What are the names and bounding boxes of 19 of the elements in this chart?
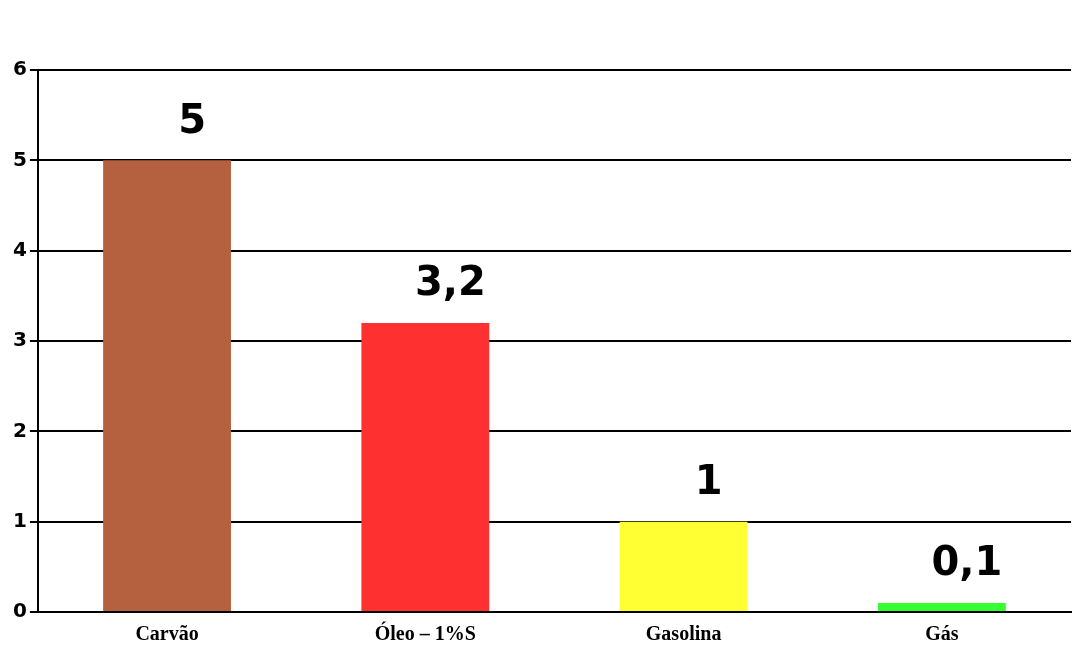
bar <box>361 322 490 611</box>
y-tick-label: 0 <box>12 598 27 623</box>
x-tick-label: Óleo – 1%S <box>374 621 476 645</box>
x-tick-label: Carvão <box>135 622 199 645</box>
bar <box>877 602 1006 611</box>
data-label: 0,1 <box>931 538 1003 585</box>
bar <box>103 160 231 611</box>
y-tick-label: 2 <box>12 417 27 442</box>
y-tick-label: 4 <box>12 236 27 261</box>
data-label: 3,2 <box>414 258 486 305</box>
bar <box>619 521 748 611</box>
y-tick-label: 3 <box>12 327 27 352</box>
x-tick-label: Gás <box>925 622 959 645</box>
y-tick-label: 1 <box>12 507 27 532</box>
x-tick-label: Gasolina <box>645 622 722 645</box>
data-label: 5 <box>178 95 206 142</box>
data-label: 1 <box>694 457 723 504</box>
y-tick-label: 6 <box>12 56 27 81</box>
y-tick-label: 5 <box>12 146 27 171</box>
